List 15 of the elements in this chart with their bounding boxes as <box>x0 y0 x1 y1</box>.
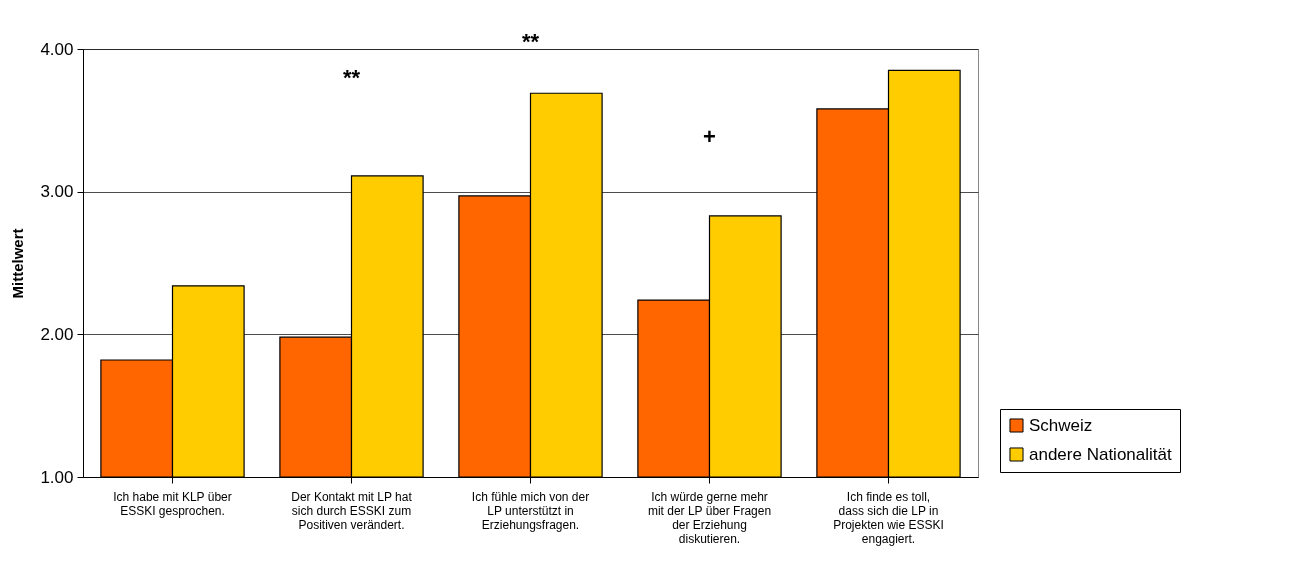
annotation: ** <box>521 28 540 54</box>
x-tick-label: Ich finde es toll, dass sich die LP in Projekten wie ESSKI engagiert. <box>833 489 944 546</box>
legend-label: Schweiz <box>1029 415 1093 435</box>
annotation: ** <box>342 64 361 90</box>
y-tick-label: 3.00 <box>40 182 74 202</box>
y-axis-title: Mittelwert <box>9 228 27 299</box>
x-tick-label: Ich habe mit KLP über ESSKI gesprochen. <box>113 489 232 518</box>
legend-label: andere Nationalität <box>1029 444 1172 464</box>
annotation: + <box>703 124 716 150</box>
x-tick-label: Der Kontakt mit LP hat sich durch ESSKI zum Positiven verändert. <box>291 489 413 532</box>
y-tick-label: 4.00 <box>40 39 74 59</box>
y-tick-label: 2.00 <box>40 324 74 344</box>
x-tick-label: Ich würde gerne mehr mit der LP über Fragen der Erziehung diskutieren. <box>647 489 772 546</box>
x-tick-label: Ich fühle mich von der LP unterstützt in Erziehungsfragen. <box>471 489 590 532</box>
y-tick-label: 1.00 <box>40 467 74 487</box>
